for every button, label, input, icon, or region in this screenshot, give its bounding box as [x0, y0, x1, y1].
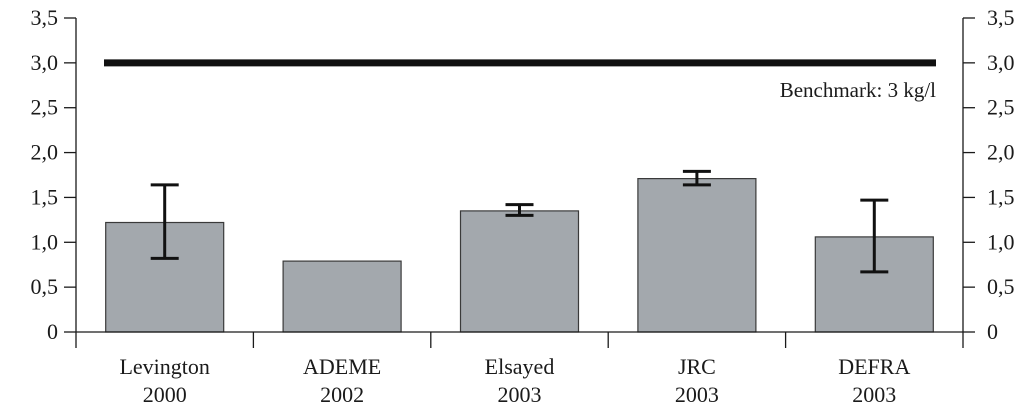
category-label-year: 2002	[320, 382, 364, 407]
y-tick-label-left: 3,5	[31, 5, 59, 30]
benchmark-layer: Benchmark: 3 kg/l	[104, 59, 936, 102]
bar-elsayed	[459, 210, 580, 333]
category-label-name: DEFRA	[838, 354, 910, 379]
category-label-name: ADEME	[303, 354, 381, 379]
error-bars-layer	[150, 169, 889, 274]
y-tick-label-right: 0	[987, 319, 998, 344]
category-label-name: Elsayed	[485, 354, 555, 379]
y-tick-label-right: 1,0	[987, 229, 1015, 254]
y-tick-label-right: 2,5	[987, 95, 1015, 120]
bar-jrc	[637, 178, 757, 333]
y-tick-label-right: 2,0	[987, 140, 1015, 165]
category-label-name: Levington	[119, 354, 209, 379]
y-tick-label-right: 3,5	[987, 5, 1015, 30]
y-tick-label-left: 0,5	[31, 274, 59, 299]
y-tick-label-left: 2,0	[31, 140, 59, 165]
axes-layer	[64, 17, 975, 348]
y-tick-label-left: 1,0	[31, 229, 59, 254]
category-label-year: 2000	[143, 382, 187, 407]
labels-layer: 0 0 0,5 0,5 1,0 1,0 1,5 1,5 2,0 2,0 2,5 2,5 3,0 3,0 3,…	[31, 5, 1015, 407]
benchmark-label: Benchmark: 3 kg/l	[780, 78, 936, 102]
y-tick-label-right: 0,5	[987, 274, 1015, 299]
y-tick-label-left: 1,5	[31, 184, 59, 209]
y-tick-label-left: 2,5	[31, 95, 59, 120]
category-label-year: 2003	[675, 382, 719, 407]
y-tick-label-right: 1,5	[987, 184, 1015, 209]
bar-ademe	[282, 260, 402, 333]
category-label-year: 2003	[852, 382, 896, 407]
bars-layer	[105, 178, 934, 333]
category-label-year: 2003	[498, 382, 542, 407]
y-tick-label-left: 0	[47, 319, 58, 344]
category-label-name: JRC	[678, 354, 716, 379]
y-tick-label-right: 3,0	[987, 50, 1015, 75]
y-tick-label-left: 3,0	[31, 50, 59, 75]
